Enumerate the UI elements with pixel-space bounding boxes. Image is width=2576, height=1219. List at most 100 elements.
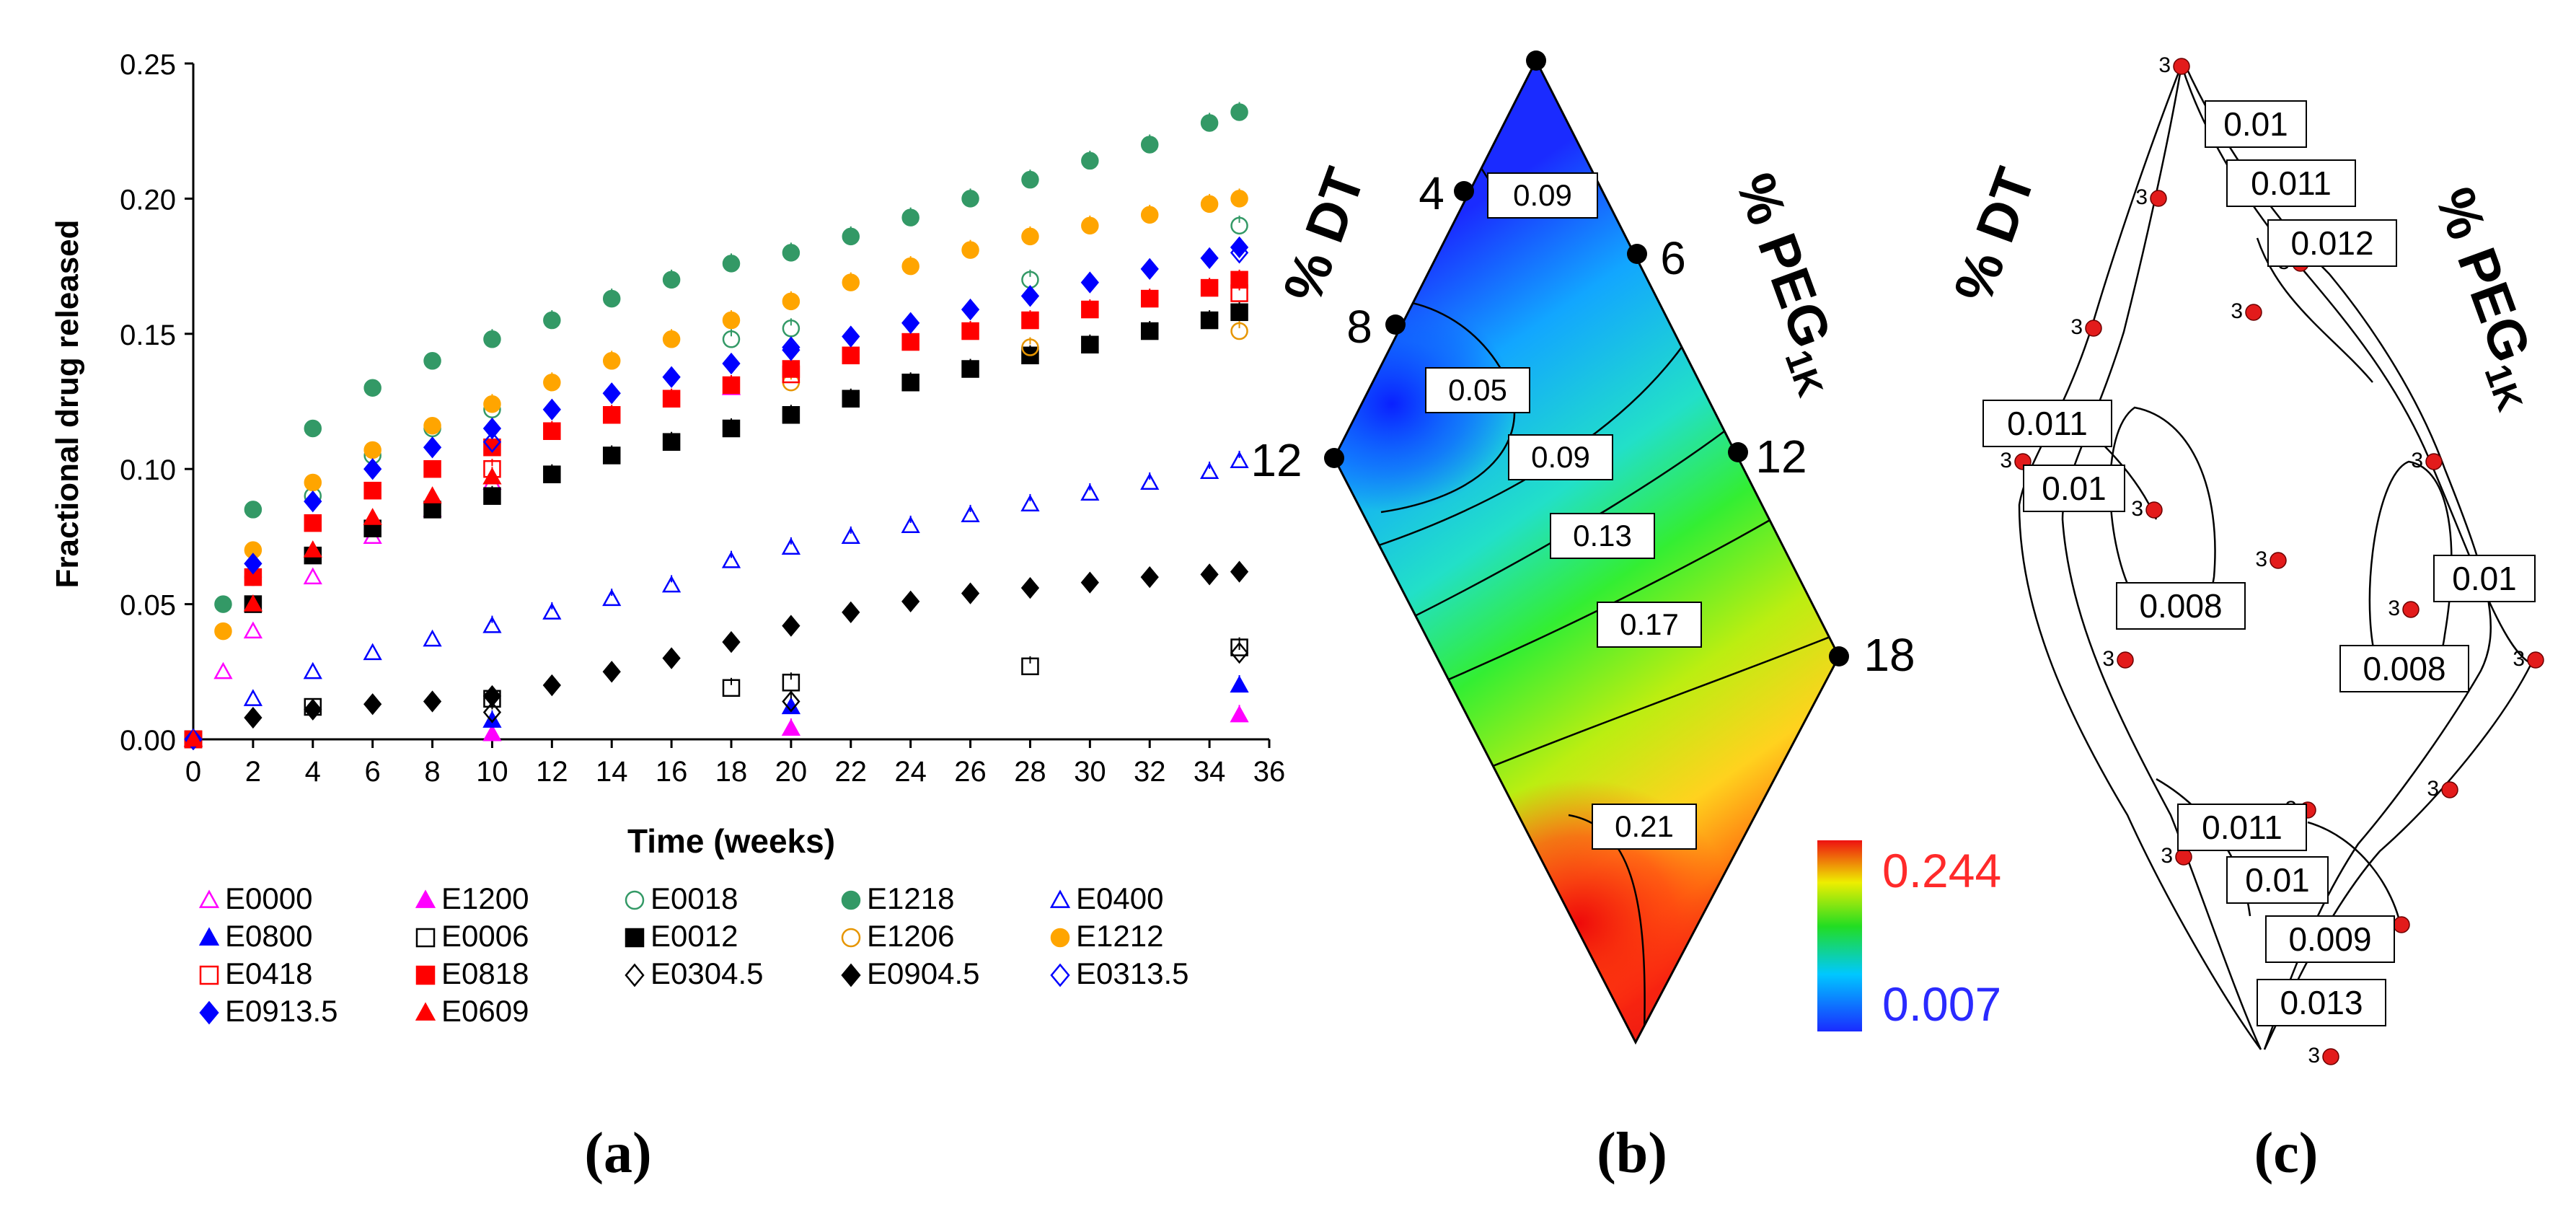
legend-label: E0904.5	[867, 956, 979, 990]
legend-item: E1212	[1050, 919, 1163, 953]
data-point	[1021, 311, 1039, 330]
legend-label: E0400	[1076, 881, 1163, 915]
data-point	[602, 289, 621, 308]
legend: E0000 E1200 E0018 E1218 E0400 E0800 E0006 E0012…	[198, 881, 1188, 1028]
data-point	[782, 674, 800, 692]
data-point	[304, 419, 322, 438]
contour-label: 0.011	[2007, 405, 2088, 442]
data-point	[662, 270, 681, 289]
x-tick-label: 22	[835, 756, 868, 788]
design-point	[2425, 453, 2443, 470]
data-point	[415, 889, 436, 908]
series-E1206	[184, 321, 1248, 749]
release-chart: 0.000.050.100.150.200.25 0 2 4 6 8 10 12 14 16 18…	[50, 49, 1285, 1028]
data-point	[602, 661, 621, 683]
y-axis-label: Fractional drug released	[50, 219, 85, 588]
data-point	[722, 376, 741, 395]
data-point	[841, 527, 860, 544]
x-tick-label: 32	[1134, 756, 1166, 788]
data-point	[415, 1002, 436, 1021]
data-point	[662, 366, 681, 388]
series-E0818	[184, 269, 1248, 749]
legend-item: E0800	[198, 919, 312, 953]
x-tick-label: 8	[424, 756, 440, 788]
data-point	[1230, 641, 1249, 664]
design-point	[2393, 916, 2410, 933]
data-point	[961, 190, 979, 208]
data-marks	[183, 102, 1249, 751]
contour-label-box	[2257, 979, 2386, 1026]
contour-label: 0.01	[2042, 470, 2107, 507]
data-point	[214, 595, 232, 613]
contour-label-box	[2226, 856, 2329, 904]
legend-item: E0012	[625, 919, 738, 953]
series-E0313.5	[184, 242, 1249, 751]
data-point	[842, 273, 860, 291]
x-axis-label: Time (weeks)	[627, 822, 835, 860]
contour-label-box	[1508, 434, 1613, 480]
data-point	[415, 965, 436, 985]
legend-label: E1200	[441, 881, 529, 915]
design-point-label: 3	[2135, 185, 2148, 209]
dt-tick: 4	[1419, 167, 1444, 219]
data-point	[423, 629, 442, 647]
data-point	[542, 674, 561, 697]
series-E0006	[184, 637, 1248, 749]
data-point	[1049, 889, 1071, 908]
data-point	[782, 690, 800, 713]
contour-label-box	[1597, 602, 1702, 648]
axis-label-dt: % DT	[1943, 160, 2047, 310]
y-tick-label: 0.25	[120, 49, 176, 81]
contour-plot-b: 0.09 0.05 0.09 0.13 0.17 0.21 4 8 12 6	[1250, 50, 2001, 1045]
data-point	[199, 1000, 219, 1025]
data-point	[1081, 216, 1099, 235]
design-point	[2270, 552, 2287, 569]
data-point	[625, 928, 645, 948]
y-tick-label: 0.20	[120, 184, 176, 216]
contour-label: 0.008	[2139, 587, 2222, 625]
data-point	[781, 537, 801, 555]
data-point	[1230, 638, 1248, 656]
design-point	[2117, 651, 2134, 669]
data-point	[543, 374, 561, 392]
contour-label: 0.01	[2245, 861, 2310, 899]
contour-label-box	[2339, 645, 2469, 692]
x-tick-label: 20	[775, 756, 808, 788]
data-point	[961, 582, 980, 604]
legend-label: E0800	[225, 919, 312, 953]
data-point	[543, 311, 561, 330]
contour-label-box	[2023, 465, 2125, 512]
contour-label-boxes-c: 0.01 0.011 0.012 0.011 0.01 0.008 0.01 0…	[1982, 100, 2536, 1026]
legend-label: E0304.5	[650, 956, 763, 990]
design-point	[2402, 601, 2420, 618]
data-point	[244, 706, 263, 729]
contour-label-box	[1550, 513, 1655, 559]
legend-item: E0018	[625, 881, 738, 915]
data-point	[363, 693, 382, 716]
data-point	[1140, 566, 1159, 589]
data-point	[782, 339, 800, 361]
data-point	[482, 701, 502, 723]
data-point	[602, 352, 621, 370]
design-point-label: 3	[2070, 315, 2083, 339]
contour-plot-c: 3 3 3 3 3 3 3 3 3 3 3 3 3 3 3 3 3 0.01 0…	[1943, 53, 2544, 1068]
axis-label-peg: % PEG1K	[1724, 166, 1843, 402]
x-tick-label: 14	[596, 756, 628, 788]
data-point	[1140, 258, 1159, 281]
x-tick-label: 4	[305, 756, 321, 788]
data-point	[543, 422, 561, 440]
data-point	[662, 433, 681, 451]
x-tick-label: 26	[954, 756, 987, 788]
data-point	[722, 679, 741, 697]
contour-label: 0.012	[2290, 224, 2373, 262]
data-point	[782, 405, 800, 424]
data-point	[722, 311, 741, 330]
axis-label-peg: % PEG1K	[2423, 180, 2542, 416]
data-point	[1050, 928, 1070, 948]
contour-label-box	[2205, 100, 2307, 148]
data-point	[1230, 322, 1248, 340]
data-point	[243, 621, 263, 639]
legend-label: E0913.5	[225, 994, 338, 1028]
